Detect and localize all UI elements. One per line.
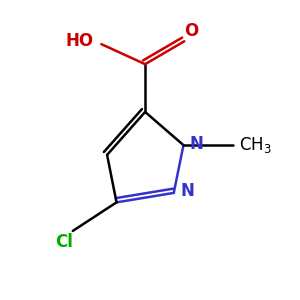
- Text: N: N: [181, 182, 195, 200]
- Text: N: N: [189, 135, 203, 153]
- Text: Cl: Cl: [55, 232, 73, 250]
- Text: O: O: [184, 22, 199, 40]
- Text: HO: HO: [66, 32, 94, 50]
- Text: CH$_3$: CH$_3$: [239, 135, 272, 155]
